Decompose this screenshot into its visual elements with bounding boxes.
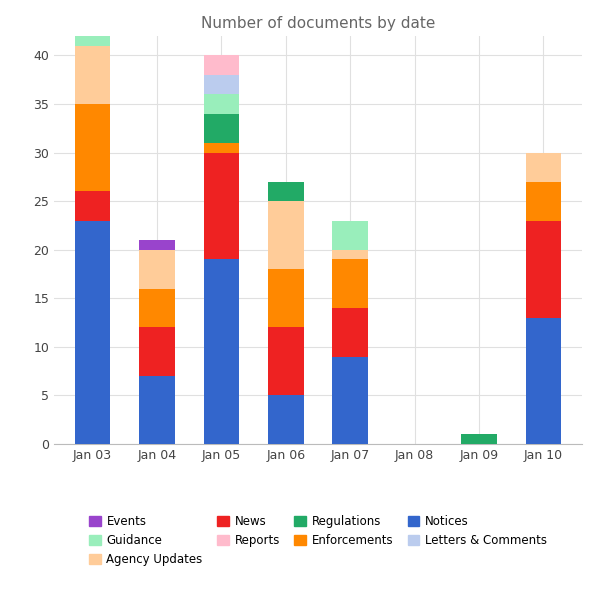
Bar — [268, 201, 304, 269]
Bar — [139, 328, 175, 376]
Bar — [139, 240, 175, 250]
Bar — [268, 395, 304, 444]
Bar — [75, 104, 110, 191]
Bar — [75, 36, 110, 46]
Bar — [204, 143, 239, 152]
Bar — [332, 250, 368, 259]
Bar — [139, 289, 175, 328]
Bar — [268, 328, 304, 395]
Bar — [526, 221, 561, 318]
Bar — [75, 191, 110, 221]
Bar — [268, 269, 304, 328]
Bar — [526, 182, 561, 221]
Bar — [204, 114, 239, 143]
Bar — [332, 259, 368, 308]
Bar — [204, 75, 239, 94]
Bar — [204, 55, 239, 75]
Bar — [332, 221, 368, 250]
Bar — [139, 250, 175, 289]
Bar — [75, 46, 110, 104]
Legend: Events, Guidance, Agency Updates, News, Reports, Regulations, Enforcements, Noti: Events, Guidance, Agency Updates, News, … — [89, 515, 547, 566]
Bar — [75, 221, 110, 444]
Bar — [526, 152, 561, 182]
Bar — [461, 434, 497, 444]
Bar — [204, 94, 239, 114]
Bar — [268, 182, 304, 201]
Bar — [332, 356, 368, 444]
Bar — [139, 376, 175, 444]
Bar — [332, 308, 368, 356]
Bar — [526, 318, 561, 444]
Title: Number of documents by date: Number of documents by date — [201, 16, 435, 31]
Bar — [204, 259, 239, 444]
Bar — [204, 152, 239, 259]
